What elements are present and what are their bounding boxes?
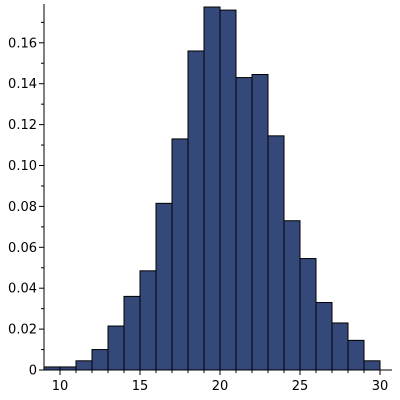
histogram-bar-8 <box>171 138 189 371</box>
histogram-bar-3 <box>91 349 109 371</box>
histogram-bar-7 <box>155 202 173 371</box>
histogram-bar-19 <box>347 339 365 371</box>
histogram-bar-14 <box>267 135 285 371</box>
y-tick-label: 0.06 <box>8 241 37 256</box>
x-tick-label: 30 <box>372 379 389 394</box>
y-tick-label: 0 <box>29 364 37 379</box>
histogram-bar-18 <box>331 322 349 371</box>
x-tick-label: 15 <box>132 379 149 394</box>
bars-group <box>43 6 381 371</box>
histogram-bar-6 <box>139 270 157 371</box>
y-tick-label: 0.10 <box>8 159 37 174</box>
y-tick-label: 0.16 <box>8 36 37 51</box>
histogram-bar-2 <box>75 360 93 371</box>
histogram-bar-4 <box>107 325 125 371</box>
y-tick-label: 0.04 <box>8 282 37 297</box>
histogram-bar-12 <box>235 77 253 371</box>
histogram-bar-5 <box>123 295 141 371</box>
histogram-bar-17 <box>315 302 333 371</box>
y-tick-label: 0.12 <box>8 118 37 133</box>
y-tick-label: 0.08 <box>8 200 37 215</box>
histogram-bar-13 <box>251 74 269 371</box>
histogram-bar-15 <box>283 220 301 371</box>
histogram-bar-9 <box>187 50 205 371</box>
x-tick-label: 10 <box>52 379 69 394</box>
histogram-bar-16 <box>299 258 317 371</box>
histogram-bar-11 <box>219 9 237 371</box>
y-tick-label: 0.02 <box>8 323 37 338</box>
y-tick-label: 0.14 <box>8 77 37 92</box>
x-tick-label: 25 <box>292 379 309 394</box>
x-tick-label: 20 <box>212 379 229 394</box>
histogram-bar-10 <box>203 6 221 371</box>
ticks-group: 0 0.02 0.04 0.06 0.08 0.10 0.12 0.14 0.16 10 15 20 2… <box>8 21 389 394</box>
histogram-bar-20 <box>363 360 381 371</box>
